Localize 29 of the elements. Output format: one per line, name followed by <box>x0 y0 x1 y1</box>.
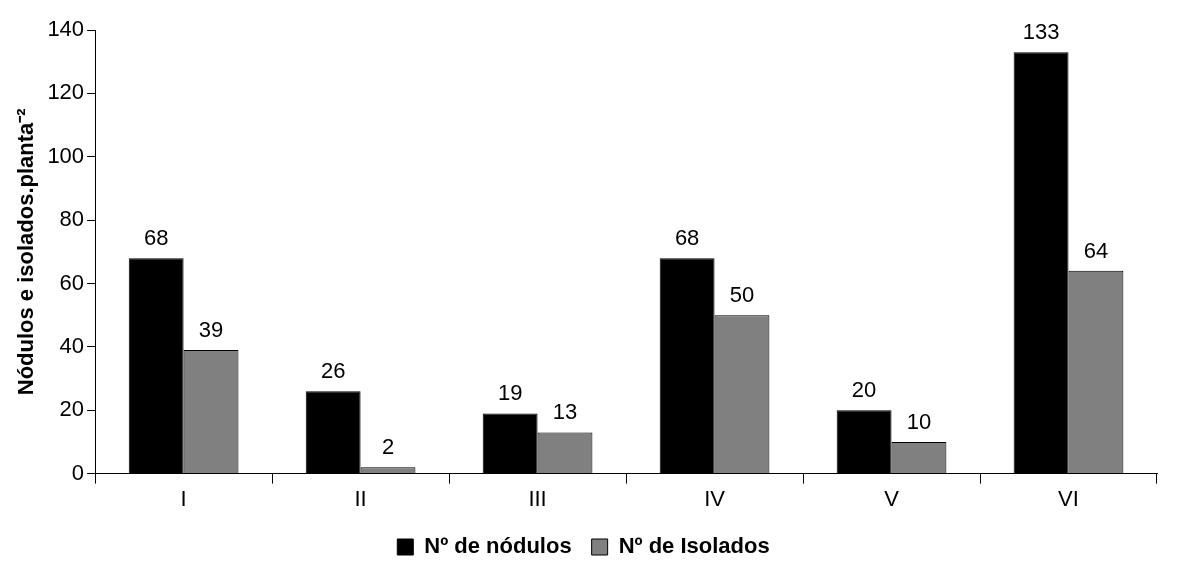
data-label: 50 <box>729 282 755 308</box>
x-tick-label: II <box>354 485 367 511</box>
legend-label: Nº de Isolados <box>618 533 770 559</box>
x-tick-label: V <box>884 485 900 511</box>
data-label: 64 <box>1083 237 1109 263</box>
legend-label: Nº de nódulos <box>424 533 572 559</box>
x-tick-label: VI <box>1058 485 1079 511</box>
data-label: 133 <box>1022 19 1060 45</box>
y-tick-label: 140 <box>47 16 85 42</box>
data-label: 2 <box>381 434 395 460</box>
data-label: 68 <box>143 225 169 251</box>
x-tick-label: III <box>528 485 547 511</box>
y-tick-label: 0 <box>71 459 85 485</box>
data-label: 26 <box>320 358 346 384</box>
y-tick-label: 40 <box>59 332 85 358</box>
y-tick-label: 100 <box>47 142 85 168</box>
data-label: 39 <box>198 317 224 343</box>
x-tick-label: I <box>180 485 187 511</box>
y-axis-title: Nódulos e isolados.planta⁻² <box>13 108 39 396</box>
y-tick-label: 60 <box>59 269 85 295</box>
y-tick-label: 80 <box>59 206 85 232</box>
data-label: 68 <box>674 225 700 251</box>
x-tick-label: IV <box>704 485 726 511</box>
data-label: 19 <box>497 380 523 406</box>
data-label: 20 <box>851 377 877 403</box>
data-label: 13 <box>552 399 578 425</box>
y-tick-label: 20 <box>59 396 85 422</box>
y-tick-label: 120 <box>47 79 85 105</box>
data-label: 10 <box>906 408 932 434</box>
